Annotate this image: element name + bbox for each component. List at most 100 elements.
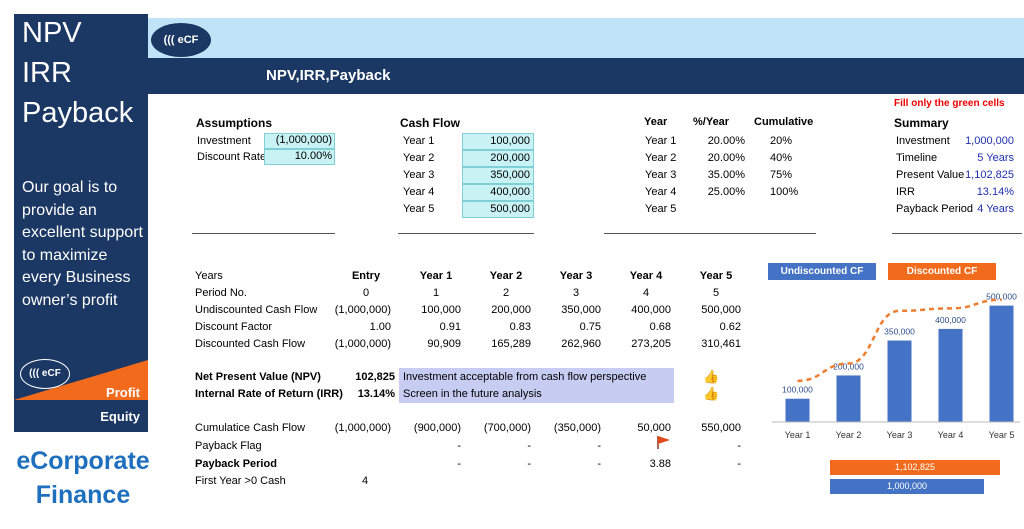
table-cell: 2	[502, 287, 510, 299]
discount-rate-input[interactable]: 10.00%	[264, 149, 335, 165]
chart-tick-label: Year 1	[785, 430, 811, 440]
cashflow-heading: Cash Flow	[400, 116, 461, 130]
cashflow-year-label: Year 5	[403, 203, 435, 215]
chart-data-label: 350,000	[884, 327, 915, 337]
table-cell: 273,205	[631, 338, 671, 350]
summary-value: 13.14%	[976, 186, 1014, 198]
year-label: Year 4	[645, 186, 677, 198]
title-line: Payback	[22, 97, 134, 129]
page-title: NPV,IRR,Payback	[266, 67, 391, 84]
chart-data-label: 500,000	[986, 292, 1017, 302]
payback-period-value: -	[527, 458, 531, 470]
cumulative-cash-value: (900,000)	[413, 422, 461, 434]
slogan: Our goal is to provide an excellent supp…	[22, 179, 143, 309]
chart-data-label: 200,000	[833, 361, 864, 371]
cumulative-cash-value: (350,000)	[553, 422, 601, 434]
table-cell: 90,909	[427, 338, 461, 350]
flag-icon	[657, 436, 670, 449]
summary-value: 5 Years	[977, 152, 1014, 164]
chart-bar	[785, 398, 810, 422]
summary-label: Payback Period	[896, 203, 974, 215]
cashflow-input[interactable]: 500,000	[462, 201, 534, 218]
payback-period-value: -	[457, 458, 461, 470]
cumulative-cash-label: Cumulatice Cash Flow	[195, 422, 306, 434]
left-panel: NPV IRR Payback Our goal is to provide a…	[14, 14, 148, 432]
comparison-bar: 1,000,000	[830, 479, 984, 494]
cumulative-value: 100%	[770, 186, 799, 198]
cashflow-input[interactable]: 200,000	[462, 150, 534, 167]
npv-message: Investment acceptable from cash flow per…	[399, 368, 674, 386]
pct-year-value: 20.00%	[707, 135, 745, 147]
cumulative-value: 20%	[770, 135, 793, 147]
year-label: Year 5	[645, 203, 677, 215]
first-year-value: 4	[362, 475, 369, 487]
title-line: NPV	[22, 17, 82, 49]
main-col-header: Year 3	[559, 270, 593, 282]
table-cell: 1.00	[369, 321, 391, 333]
table-cell: 350,000	[561, 304, 601, 316]
pct-year-value: 25.00%	[707, 186, 745, 198]
irr-message: Screen in the future analysis	[399, 385, 674, 403]
summary-heading: Summary	[894, 116, 949, 130]
summary-label: IRR	[896, 186, 915, 198]
legend-undiscounted: Undiscounted CF	[768, 263, 876, 280]
pct-year-value: 35.00%	[707, 169, 745, 181]
chart-bar	[938, 328, 963, 422]
cashflow-input[interactable]: 400,000	[462, 184, 534, 201]
cashflow-input[interactable]: 350,000	[462, 167, 534, 184]
legend-discounted: Discounted CF	[888, 263, 996, 280]
chart-data-label: 400,000	[935, 315, 966, 325]
main-col-header: Year 5	[699, 270, 733, 282]
first-year-label: First Year >0 Cash	[195, 475, 286, 487]
chart-tick-label: Year 5	[989, 430, 1015, 440]
table-cell: 400,000	[631, 304, 671, 316]
year-label: Year 2	[645, 152, 677, 164]
chart-tick-label: Year 4	[938, 430, 964, 440]
header-bar	[148, 18, 1024, 58]
table-cell: (1,000,000)	[334, 304, 391, 316]
cashflow-year-label: Year 4	[403, 186, 435, 198]
thumbs-up-icon: 👍	[703, 386, 720, 401]
row-label: Undiscounted Cash Flow	[195, 304, 318, 316]
chart-tick-label: Year 3	[887, 430, 913, 440]
irr-label: Internal Rate of Return (IRR)	[195, 388, 343, 400]
main-col-header: Entry	[351, 270, 381, 282]
table-cell: 0.91	[439, 321, 461, 333]
table-cell: 0.83	[509, 321, 531, 333]
table-cell: 0	[362, 287, 370, 299]
main-col-header: Year 2	[489, 270, 523, 282]
table-cell: 5	[712, 287, 720, 299]
cumulative-cash-value: 550,000	[701, 422, 741, 434]
cumulative-cash-value: 50,000	[637, 422, 671, 434]
table-cell: 200,000	[491, 304, 531, 316]
brand-line: eCorporate	[16, 447, 150, 475]
assumption-label: Investment	[197, 135, 251, 147]
table-cell: (1,000,000)	[334, 338, 391, 350]
year-label: Year 3	[645, 169, 677, 181]
sidebar-logo: ((( eCF	[20, 359, 70, 389]
header-logo: ((( eCF	[151, 23, 211, 57]
investment-input[interactable]: (1,000,000)	[264, 133, 335, 149]
payback-flag-value: -	[737, 440, 741, 452]
brand-line: Finance	[35, 481, 131, 509]
table-cell: 310,461	[701, 338, 741, 350]
chart-bar	[887, 340, 912, 422]
table-cell: 0.62	[719, 321, 741, 333]
divider	[192, 233, 335, 234]
cumulative-value: 75%	[770, 169, 793, 181]
main-col-header: Year 4	[629, 270, 663, 282]
payback-period-value: 3.88	[649, 458, 671, 470]
payback-period-value: -	[737, 458, 741, 470]
assumption-label: Discount Rate	[197, 151, 267, 163]
summary-value: 1,102,825	[965, 169, 1014, 181]
payback-period-label: Payback Period	[195, 458, 277, 470]
pct-col-header: %/Year	[693, 116, 730, 128]
chart-bar	[989, 305, 1014, 422]
year-label: Year 1	[645, 135, 677, 147]
cashflow-input[interactable]: 100,000	[462, 133, 534, 150]
divider	[398, 233, 534, 234]
instruction-note: Fill only the green cells	[894, 98, 1005, 109]
chart-tick-label: Year 2	[836, 430, 862, 440]
assumptions-heading: Assumptions	[196, 116, 273, 130]
cashflow-year-label: Year 2	[403, 152, 435, 164]
